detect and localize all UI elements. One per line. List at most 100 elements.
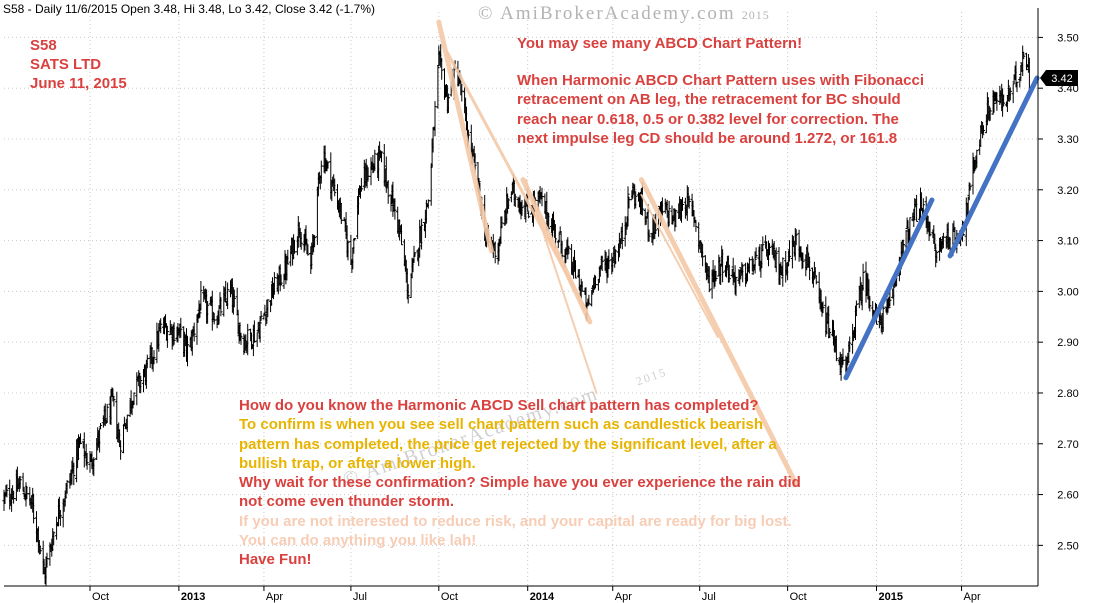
ohlc-bar (674, 209, 678, 228)
ohlc-bar (72, 462, 76, 486)
x-tick-label: 2014 (530, 591, 555, 603)
ticker-symbol: S58 (30, 37, 57, 54)
ohlc-bar (620, 222, 624, 250)
ohlc-bar (647, 229, 651, 242)
ohlc-bar (139, 375, 143, 394)
ohlc-bar (868, 295, 872, 312)
y-tick-label: 3.30 (1057, 134, 1078, 146)
ohlc-bar (152, 350, 156, 365)
ohlc-bar (338, 197, 342, 220)
ohlc-bar (342, 217, 346, 221)
confirmation-line: Why wait for these confirmation? Simple … (239, 474, 801, 492)
x-tick-label: Oct (92, 591, 109, 603)
confirmation-line: pattern has completed, the price get rej… (239, 435, 777, 453)
ohlc-bar (286, 249, 290, 265)
ohlc-bar (753, 251, 757, 274)
ohlc-bar (557, 233, 561, 243)
ohlc-bar (5, 484, 9, 498)
ohlc-bar (92, 457, 96, 477)
ohlc-bar (279, 274, 283, 286)
ohlc-bar (259, 311, 263, 321)
ohlc-bar (179, 317, 183, 338)
ohlc-bar (741, 263, 745, 283)
ohlc-bar (587, 294, 591, 306)
ohlc-bar (701, 244, 705, 267)
ohlc-bar (626, 186, 630, 227)
ohlc-bar (828, 328, 832, 338)
ohlc-bar (881, 301, 885, 332)
ohlc-bar (634, 191, 638, 209)
ohlc-bar (119, 440, 123, 460)
y-tick-label: 2.60 (1057, 490, 1078, 502)
ohlc-bar (18, 476, 22, 489)
ohlc-bar (607, 249, 611, 269)
ohlc-bar (433, 101, 437, 137)
ohlc-bar (85, 452, 89, 470)
ohlc-bar (975, 149, 979, 168)
confirmation-line: Have Fun! (239, 551, 312, 569)
confirmation-line: If you are not interested to reduce risk… (239, 512, 792, 530)
ohlc-bar (386, 180, 390, 204)
ohlc-bar (365, 164, 369, 189)
ohlc-bar (1022, 51, 1026, 60)
last-price-marker (1040, 70, 1078, 87)
ohlc-bar (306, 244, 310, 256)
ohlc-bar (814, 275, 818, 285)
ohlc-bar (640, 182, 644, 216)
ohlc-bar (600, 255, 604, 271)
abcd-sell-leg (436, 19, 494, 254)
y-tick-label: 3.20 (1057, 185, 1078, 197)
ohlc-bar (121, 424, 126, 454)
ohlc-bar (734, 276, 738, 297)
abcd-trendlines (436, 19, 1040, 487)
ohlc-bar (52, 531, 56, 546)
ohlc-bar (1006, 79, 1010, 102)
ohlc-bar (721, 249, 725, 283)
x-tick-label: Jul (702, 591, 716, 603)
confirmation-line: How do you know the Harmonic ABCD Sell c… (239, 397, 759, 414)
ohlc-bar (252, 320, 256, 343)
abcd-sell-leg (640, 193, 719, 339)
ohlc-bar (226, 282, 230, 310)
ohlc-bar (667, 200, 671, 227)
pattern-note: You may see many ABCD Chart Pattern! Whe… (517, 34, 927, 149)
ohlc-bar (694, 219, 698, 232)
ohlc-bar (707, 266, 711, 293)
y-tick-label: 3.50 (1057, 32, 1078, 44)
ohlc-bar (992, 91, 996, 113)
note-line: When Harmonic ABCD Chart Pattern uses wi… (517, 71, 924, 148)
ohlc-bar (346, 240, 350, 261)
ohlc-bar (198, 303, 202, 318)
ohlc-bar (888, 290, 892, 307)
ohlc-bar (112, 396, 116, 407)
ohlc-bar (908, 217, 912, 242)
ohlc-bar (573, 260, 578, 279)
ohlc-bar (224, 280, 228, 303)
ohlc-bar (781, 257, 785, 287)
ohlc-bar (353, 238, 357, 241)
ohlc-bar (493, 241, 497, 264)
ohlc-bar (761, 236, 765, 252)
ohlc-bar (968, 183, 972, 191)
ohlc-bar (38, 546, 42, 555)
ohlc-bar (727, 264, 731, 283)
watermark: © AmiBrokerAcademy.com 2015 (478, 3, 770, 25)
ohlc-bar (1021, 45, 1025, 76)
ohlc-bar (210, 290, 214, 331)
abcd-sell-leg (524, 178, 598, 394)
ohlc-bar (848, 336, 852, 353)
ohlc-bar (767, 243, 772, 256)
ohlc-bar (299, 232, 303, 250)
x-tick-label: Apr (964, 591, 981, 603)
ohlc-bar (58, 509, 62, 526)
ohlc-bar (1015, 81, 1019, 93)
x-tick-label: Oct (441, 591, 458, 603)
ohlc-bar (1008, 87, 1012, 101)
ohlc-bar (105, 403, 109, 423)
confirmation-line: To confirm is when you see sell chart pa… (239, 416, 764, 434)
ohlc-bar (754, 247, 758, 259)
ohlc-bar (711, 260, 715, 283)
ohlc-bar (135, 372, 139, 406)
ohlc-bar (935, 250, 939, 263)
